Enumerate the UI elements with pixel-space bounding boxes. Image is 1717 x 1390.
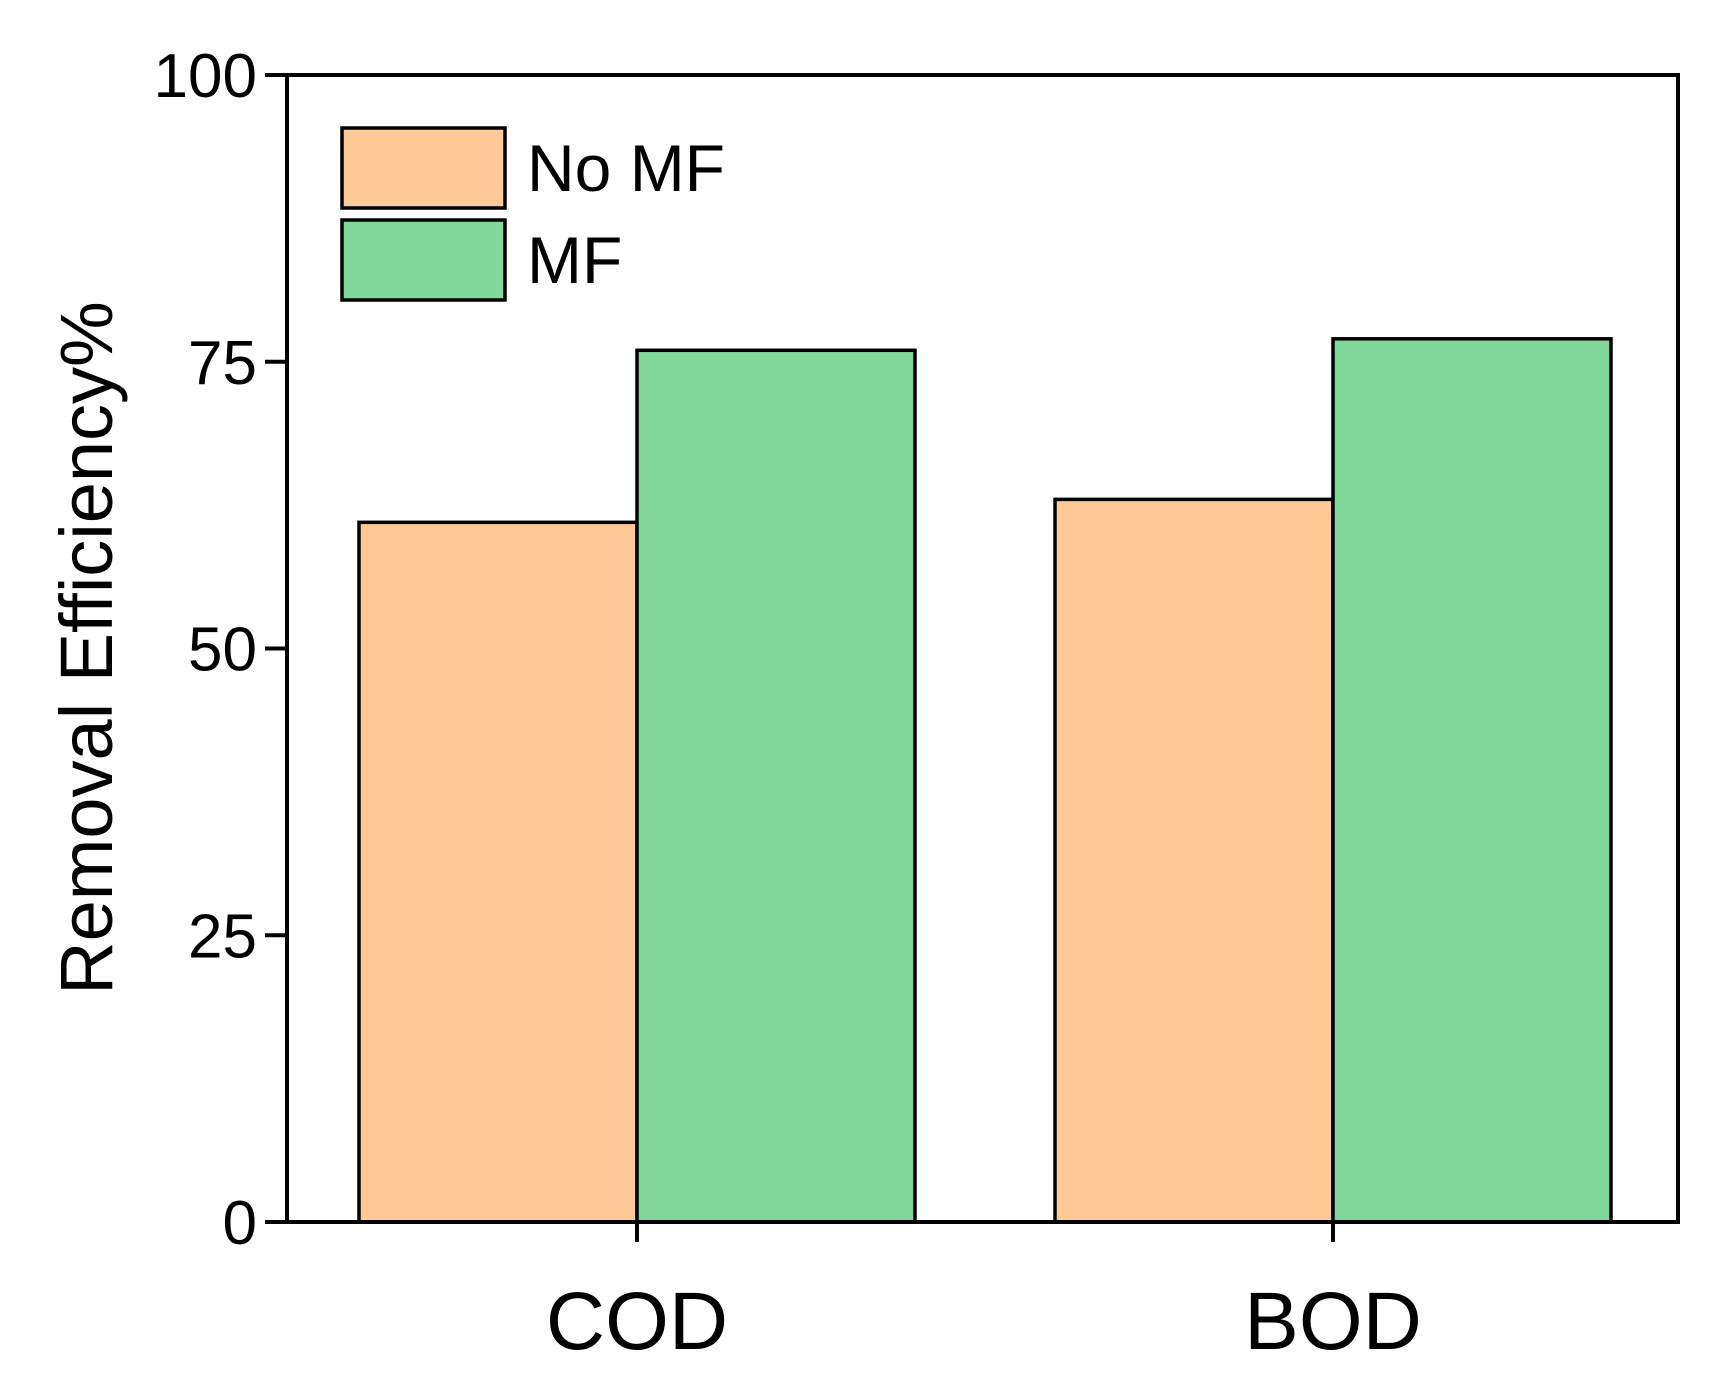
x-tick-label-cod: COD xyxy=(546,1276,728,1367)
legend: No MF MF xyxy=(340,126,725,302)
bar-bod-no-mf xyxy=(1053,497,1335,1224)
y-axis-label: Removal Efficiency% xyxy=(45,301,128,995)
legend-swatch-mf xyxy=(340,218,507,302)
y-tick-label: 50 xyxy=(188,616,257,685)
legend-label-no-mf: No MF xyxy=(527,131,725,205)
x-axis: COD BOD xyxy=(546,1222,1422,1367)
y-axis: 0 25 50 75 100 xyxy=(154,42,287,1258)
bars xyxy=(357,337,1613,1224)
y-tick-label: 75 xyxy=(188,329,257,398)
y-tick-label: 25 xyxy=(188,902,257,971)
legend-swatch-no-mf xyxy=(340,126,507,210)
y-tick-label: 0 xyxy=(223,1189,257,1258)
x-tick-label-bod: BOD xyxy=(1244,1276,1422,1367)
bar-bod-mf xyxy=(1331,337,1613,1224)
bar-cod-no-mf xyxy=(357,520,639,1224)
y-tick-label: 100 xyxy=(154,42,257,111)
bar-cod-mf xyxy=(635,348,917,1224)
legend-label-mf: MF xyxy=(527,223,622,297)
